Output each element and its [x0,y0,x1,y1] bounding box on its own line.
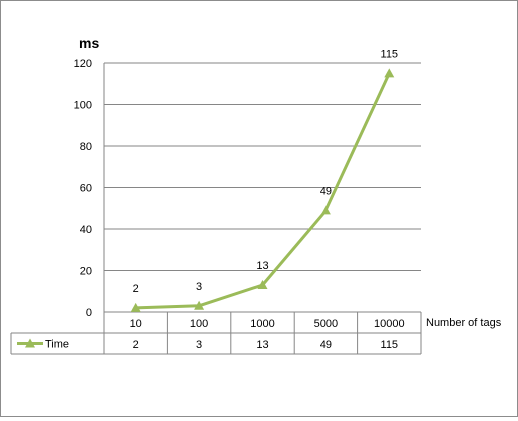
data-point-marker [130,302,141,312]
x-axis-label: Number of tags [426,317,502,329]
data-label: 49 [320,185,332,197]
x-tick-label: 5000 [314,318,338,330]
y-tick-label: 60 [80,183,92,195]
y-axis-label: ms [79,35,99,51]
x-tick-label: 10 [130,318,142,330]
y-tick-label: 100 [74,100,92,112]
x-tick-label: 1000 [250,318,274,330]
data-point-marker [320,205,331,215]
data-point-marker [257,280,268,290]
y-tick-label: 120 [74,58,92,70]
x-tick-label: 100 [190,318,208,330]
table-value: 3 [196,339,202,351]
y-tick-label: 0 [86,307,92,319]
data-point-marker [384,68,395,78]
series-line [135,72,391,310]
table-value: 13 [256,339,268,351]
table-value: 2 [133,339,139,351]
data-label: 115 [381,48,399,60]
data-point-marker [194,300,205,310]
table-value: 115 [381,339,399,351]
data-label: 3 [196,281,202,293]
y-tick-label: 40 [80,224,92,236]
legend-marker [25,338,35,348]
legend-label: Time [45,339,69,351]
y-tick-label: 80 [80,141,92,153]
table-value: 49 [320,339,332,351]
y-tick-label: 20 [80,266,92,278]
x-tick-label: 10000 [374,318,405,330]
data-label: 13 [256,260,268,272]
data-label: 2 [133,283,139,295]
